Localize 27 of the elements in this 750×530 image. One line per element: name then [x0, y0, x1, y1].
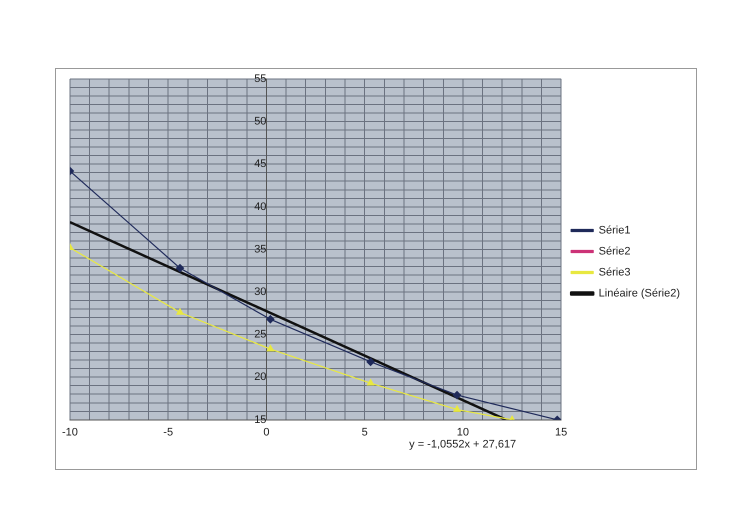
- legend-label: Linéaire (Série2): [598, 288, 680, 300]
- x-tick-label: -10: [62, 426, 78, 438]
- legend-label: Série1: [598, 224, 630, 237]
- point: [176, 308, 184, 315]
- y-tick-label: 55: [254, 73, 266, 86]
- text: y = -1,0552x + 27,617: [409, 438, 516, 450]
- point: [453, 405, 461, 412]
- y-tick-label: 25: [254, 328, 266, 341]
- point: [366, 379, 374, 386]
- y-tick-label: 45: [254, 158, 266, 170]
- y-tick-label: 20: [254, 371, 266, 384]
- x-tick-label: 5: [362, 426, 368, 438]
- x-tick-label: 10: [456, 426, 470, 438]
- point: [176, 264, 184, 272]
- y-tick-label: 40: [254, 200, 266, 213]
- y-tick-label: 30: [254, 286, 266, 298]
- legend-label: Série3: [598, 266, 630, 279]
- point: [452, 390, 462, 400]
- x-tick-label: 15: [555, 426, 568, 438]
- legend-label: Série2: [598, 246, 630, 258]
- y-tick-label: 50: [254, 116, 266, 128]
- y-tick-label: 35: [254, 243, 266, 256]
- x-tick-label: -5: [163, 426, 174, 438]
- x-tick-label: 0: [263, 426, 270, 438]
- point: [266, 344, 274, 352]
- point: [266, 315, 274, 324]
- point: [366, 358, 375, 366]
